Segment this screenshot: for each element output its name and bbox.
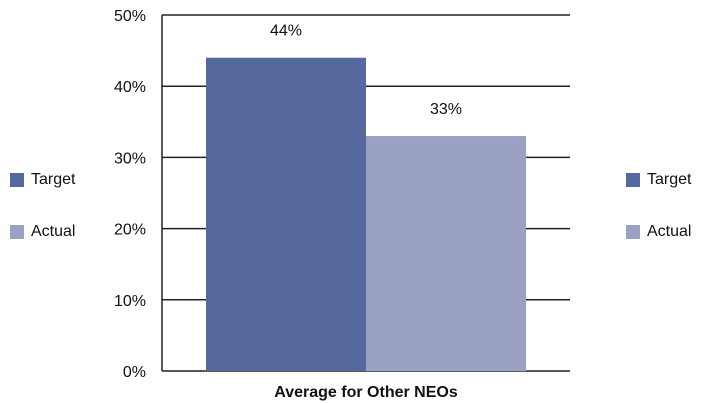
bar-target: [206, 57, 366, 371]
legend-swatch-target: [626, 173, 640, 187]
legend-swatch-target: [10, 173, 24, 187]
y-tick-label: 50%: [114, 8, 146, 25]
bar-actual: [366, 136, 526, 371]
legend-swatch-actual: [10, 225, 24, 239]
bars: [206, 57, 526, 371]
legend-label-actual: Actual: [31, 223, 76, 240]
y-axis-ticks: 0% 10% 20% 30% 40% 50%: [114, 8, 146, 381]
legend-right: Target Actual: [626, 170, 691, 274]
legend-label-target: Target: [647, 171, 692, 188]
y-tick-label: 0%: [123, 364, 146, 381]
category-label: Average for Other NEOs: [274, 384, 458, 401]
legend-label-actual: Actual: [647, 223, 692, 240]
legend-item-target: Target: [626, 170, 691, 190]
legend-left: Target Actual: [10, 170, 75, 274]
y-tick-label: 40%: [114, 79, 146, 96]
legend-item-target: Target: [10, 170, 75, 190]
y-tick-label: 10%: [114, 293, 146, 310]
data-labels: 44% 33%: [270, 23, 462, 118]
legend-item-actual: Actual: [626, 222, 691, 242]
data-label-actual: 33%: [430, 101, 462, 118]
legend-label-target: Target: [31, 171, 76, 188]
y-tick-label: 30%: [114, 150, 146, 167]
legend-swatch-actual: [626, 225, 640, 239]
y-tick-label: 20%: [114, 222, 146, 239]
data-label-target: 44%: [270, 23, 302, 40]
legend-item-actual: Actual: [10, 222, 75, 242]
